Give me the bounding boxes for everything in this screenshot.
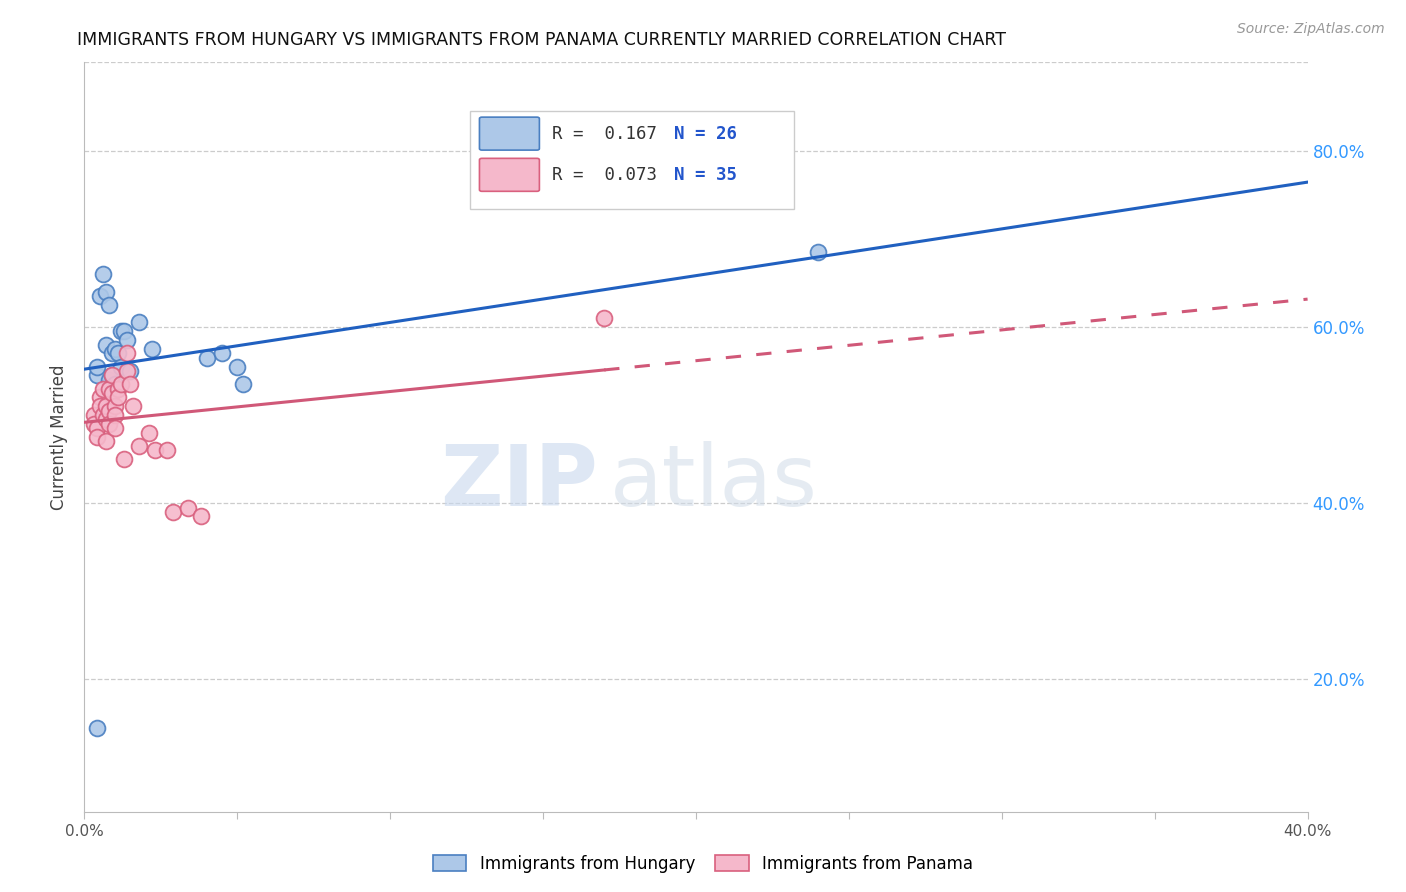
Text: IMMIGRANTS FROM HUNGARY VS IMMIGRANTS FROM PANAMA CURRENTLY MARRIED CORRELATION : IMMIGRANTS FROM HUNGARY VS IMMIGRANTS FR… bbox=[77, 31, 1007, 49]
Point bbox=[122, 399, 145, 413]
Point bbox=[97, 403, 120, 417]
FancyBboxPatch shape bbox=[479, 159, 540, 191]
Point bbox=[807, 244, 830, 259]
Point bbox=[104, 399, 127, 413]
Point bbox=[156, 443, 179, 458]
Point bbox=[195, 351, 218, 365]
Point bbox=[110, 377, 132, 392]
Point bbox=[86, 421, 108, 435]
Point bbox=[138, 425, 160, 440]
Point bbox=[101, 368, 124, 383]
Point bbox=[177, 500, 200, 515]
Point bbox=[97, 373, 120, 387]
Text: N = 35: N = 35 bbox=[673, 166, 737, 184]
Point bbox=[128, 439, 150, 453]
Point bbox=[86, 721, 108, 735]
Point bbox=[91, 267, 114, 281]
Text: ZIP: ZIP bbox=[440, 441, 598, 524]
Text: R =  0.167: R = 0.167 bbox=[551, 125, 657, 143]
Point bbox=[107, 346, 129, 360]
Point bbox=[101, 386, 124, 401]
Point bbox=[232, 377, 254, 392]
Text: Source: ZipAtlas.com: Source: ZipAtlas.com bbox=[1237, 22, 1385, 37]
Point bbox=[143, 443, 166, 458]
Point bbox=[190, 509, 212, 524]
Point bbox=[83, 417, 105, 431]
Point bbox=[97, 382, 120, 396]
Point bbox=[89, 391, 111, 405]
Point bbox=[91, 382, 114, 396]
Text: N = 26: N = 26 bbox=[673, 125, 737, 143]
Point bbox=[104, 408, 127, 422]
Point bbox=[112, 324, 135, 338]
Point bbox=[86, 368, 108, 383]
Point bbox=[211, 346, 233, 360]
Point bbox=[86, 359, 108, 374]
Point bbox=[97, 298, 120, 312]
Point bbox=[104, 342, 127, 356]
Point bbox=[94, 399, 117, 413]
Point bbox=[89, 399, 111, 413]
Text: atlas: atlas bbox=[610, 441, 818, 524]
Point bbox=[141, 342, 163, 356]
Point bbox=[101, 368, 124, 383]
Point bbox=[226, 359, 249, 374]
Point bbox=[110, 359, 132, 374]
Point bbox=[104, 377, 127, 392]
Point bbox=[112, 452, 135, 467]
Point bbox=[104, 421, 127, 435]
Point bbox=[115, 333, 138, 347]
Point bbox=[593, 311, 616, 326]
Point bbox=[128, 316, 150, 330]
Point bbox=[91, 408, 114, 422]
Point bbox=[94, 285, 117, 299]
Point bbox=[115, 346, 138, 360]
Point bbox=[115, 364, 138, 378]
Point bbox=[110, 324, 132, 338]
Point bbox=[101, 346, 124, 360]
Point bbox=[97, 417, 120, 431]
FancyBboxPatch shape bbox=[470, 112, 794, 209]
Text: R =  0.073: R = 0.073 bbox=[551, 166, 657, 184]
Point bbox=[94, 412, 117, 426]
FancyBboxPatch shape bbox=[479, 117, 540, 150]
Point bbox=[120, 377, 142, 392]
Point bbox=[94, 337, 117, 351]
Point bbox=[120, 364, 142, 378]
Point bbox=[94, 434, 117, 449]
Point bbox=[107, 382, 129, 396]
Point bbox=[89, 289, 111, 303]
Point bbox=[83, 408, 105, 422]
Legend: Immigrants from Hungary, Immigrants from Panama: Immigrants from Hungary, Immigrants from… bbox=[426, 848, 980, 880]
Point bbox=[107, 391, 129, 405]
Point bbox=[162, 505, 184, 519]
Point bbox=[86, 430, 108, 444]
Y-axis label: Currently Married: Currently Married bbox=[51, 364, 69, 510]
